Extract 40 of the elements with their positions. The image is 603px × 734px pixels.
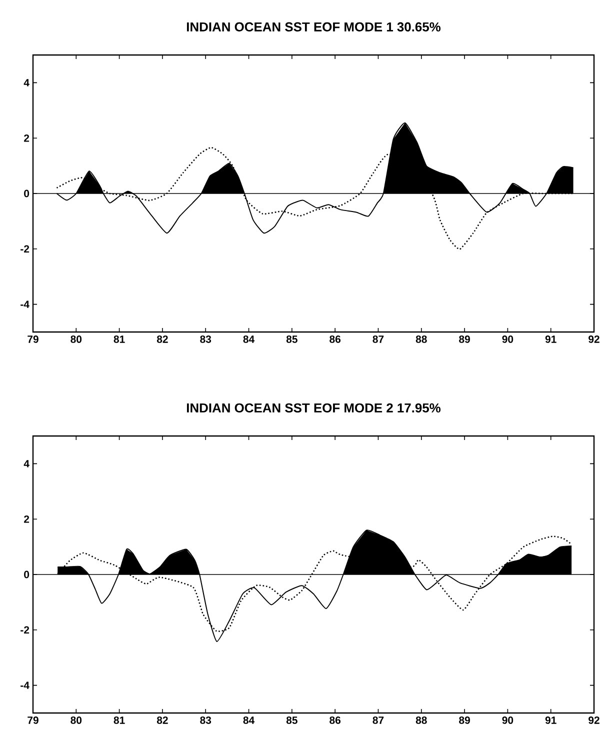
x-tick-label: 81 <box>114 336 125 343</box>
y-tick-label: -2 <box>20 626 30 634</box>
y-tick-label: -4 <box>20 300 30 308</box>
y-tick-label: -4 <box>20 682 30 689</box>
chart-title: INDIAN OCEAN SST EOF MODE 1 30.65% <box>186 22 441 32</box>
y-tick-label: 2 <box>24 134 30 142</box>
x-tick-label: 91 <box>545 336 556 343</box>
x-tick-label: 87 <box>372 716 384 724</box>
x-tick-label: 83 <box>200 336 212 343</box>
x-tick-label: 90 <box>502 336 514 343</box>
x-tick-label: 80 <box>70 336 82 343</box>
x-tick-label: 88 <box>416 336 427 343</box>
y-tick-label: 0 <box>24 570 30 578</box>
x-tick-label: 92 <box>588 716 600 724</box>
x-tick-label: 88 <box>416 716 427 724</box>
x-tick-label: 79 <box>28 716 38 724</box>
x-tick-label: 86 <box>330 336 341 343</box>
y-tick-label: 4 <box>24 79 30 86</box>
x-tick-label: 85 <box>286 716 298 724</box>
x-tick-label: 84 <box>243 716 255 724</box>
x-tick-label: 81 <box>114 716 125 724</box>
y-tick-label: 0 <box>24 190 30 198</box>
x-tick-label: 90 <box>502 716 514 724</box>
y-tick-label: 2 <box>24 515 30 523</box>
x-tick-label: 92 <box>588 336 600 343</box>
x-tick-label: 80 <box>70 716 82 724</box>
x-tick-label: 89 <box>459 336 470 343</box>
y-tick-label: 4 <box>24 460 30 468</box>
x-tick-label: 83 <box>200 716 212 724</box>
x-tick-label: 84 <box>243 336 255 343</box>
x-tick-label: 89 <box>459 716 470 724</box>
y-tick-label: -2 <box>20 245 30 253</box>
x-tick-label: 91 <box>545 716 556 724</box>
x-tick-label: 79 <box>28 336 38 343</box>
x-tick-label: 82 <box>156 716 168 724</box>
x-tick-label: 85 <box>286 336 298 343</box>
x-tick-label: 86 <box>330 716 341 724</box>
x-tick-label: 82 <box>156 336 168 343</box>
x-tick-label: 87 <box>372 336 384 343</box>
chart-title: INDIAN OCEAN SST EOF MODE 2 17.95% <box>186 403 441 412</box>
